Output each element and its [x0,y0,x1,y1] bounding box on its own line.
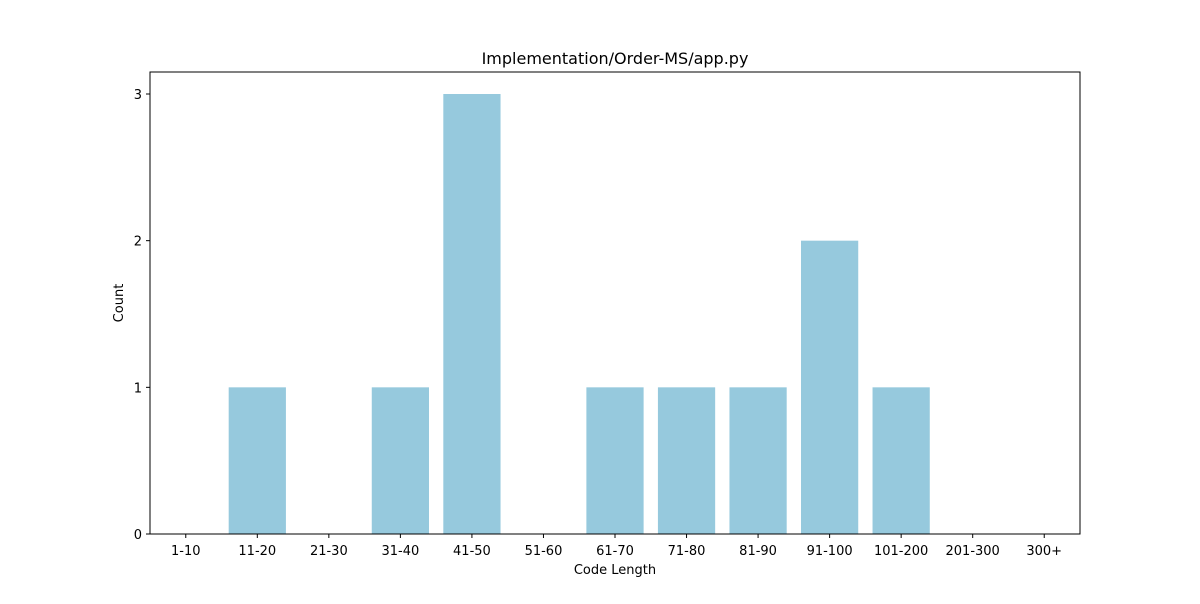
bars-group [228,94,930,534]
y-axis-label: Count [112,284,127,323]
x-tick-label: 41-50 [453,544,491,559]
bar-71-80 [657,387,716,534]
x-tick-label: 51-60 [525,544,563,559]
y-tick-label: 3 [134,88,142,103]
x-tick-label: 81-90 [739,544,777,559]
x-tick-label: 71-80 [668,544,706,559]
bar-11-20 [228,387,286,534]
x-tick-label: 1-10 [171,544,201,559]
x-tick-label: 101-200 [874,544,928,559]
bar-81-90 [729,387,787,534]
x-axis-ticks: 1-10 11-20 21-30 31-40 41-50 51-60 61-70 71-80 8… [171,534,1062,559]
x-tick-label: 21-30 [310,544,348,559]
y-tick-label: 1 [134,381,142,396]
bar-41-50 [443,94,501,534]
x-tick-label: 61-70 [596,544,634,559]
bar-91-100 [801,240,859,534]
y-tick-label: 2 [134,235,142,250]
bar-61-70 [586,387,644,534]
x-axis-label: Code Length [574,563,656,578]
x-tick-label: 91-100 [807,544,853,559]
y-tick-label: 0 [134,528,142,543]
bar-101-200 [872,387,930,534]
x-tick-label: 300+ [1026,544,1062,559]
y-axis-ticks: 0 1 2 3 [134,88,150,543]
chart-title: Implementation/Order-MS/app.py [482,49,749,68]
x-tick-label: 31-40 [381,544,419,559]
x-tick-label: 11-20 [238,544,276,559]
bar-31-40 [371,387,429,534]
x-tick-label: 201-300 [946,544,1000,559]
